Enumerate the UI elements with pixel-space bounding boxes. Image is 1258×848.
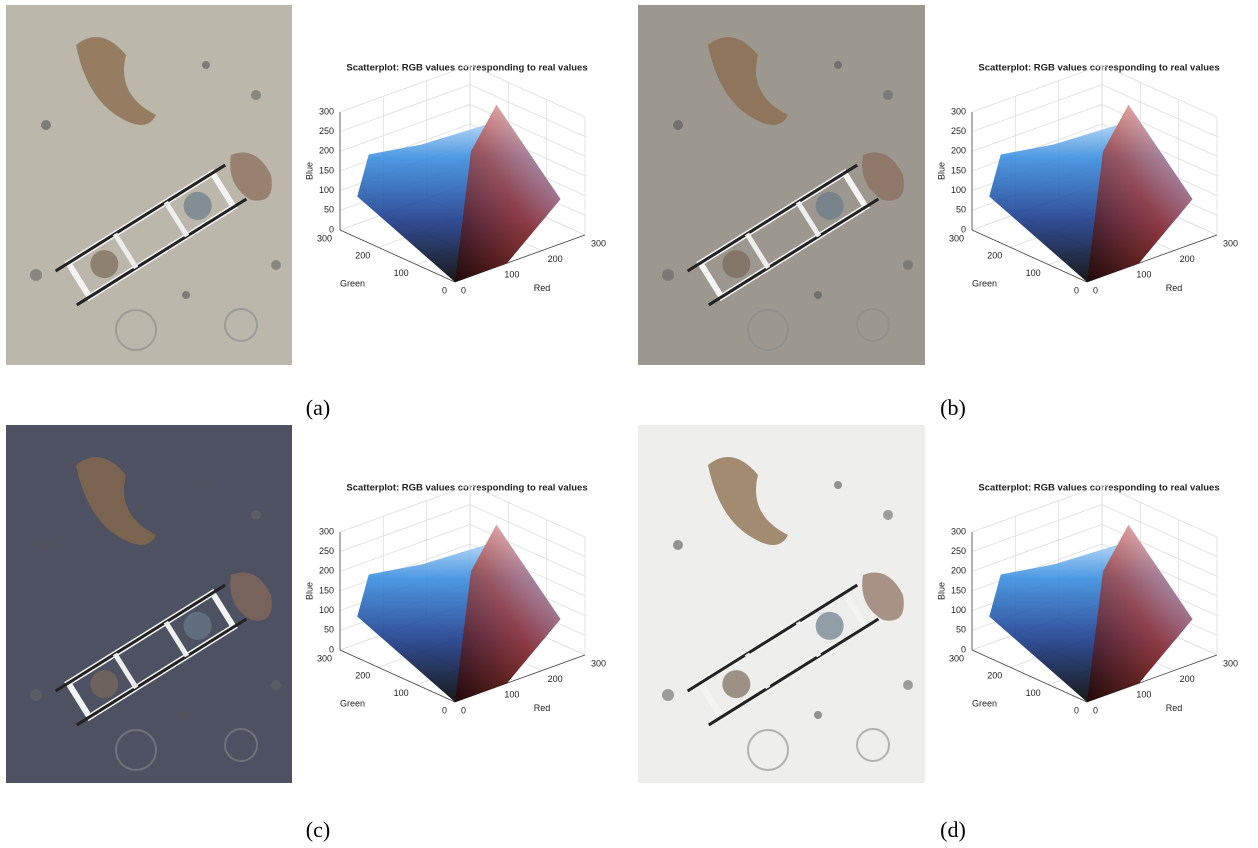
blue-tick-label: 0 (961, 644, 966, 654)
red-axis-label: Red (534, 703, 551, 713)
green-tick-label: 100 (1026, 268, 1041, 278)
blue-tick-label: 300 (951, 526, 966, 536)
red-tick-label: 100 (1136, 270, 1151, 280)
blue-tick-label: 150 (319, 585, 334, 595)
grid-line (972, 85, 1102, 132)
red-axis-label: Red (1166, 703, 1183, 713)
green-tick-label: 200 (987, 251, 1002, 261)
grid-line (340, 505, 470, 552)
blue-tick-label: 100 (319, 185, 334, 195)
red-tick-label: 200 (1180, 674, 1195, 684)
green-tick-label: 300 (949, 653, 964, 663)
panel-label: (a) (306, 395, 330, 420)
grid-line (972, 505, 1102, 552)
red-tick-label: 0 (461, 705, 466, 715)
blue-tick-label: 150 (951, 165, 966, 175)
blue-tick-label: 250 (951, 546, 966, 556)
micrograph-a (6, 5, 292, 365)
green-tick-label: 200 (355, 251, 370, 261)
blue-tick-label: 0 (961, 224, 966, 234)
green-axis-label: Green (972, 698, 997, 708)
green-axis-label: Green (972, 278, 997, 288)
scatter-plot: Scatterplot: RGB values corresponding to… (936, 63, 1238, 296)
red-tick-label: 300 (591, 658, 606, 668)
blue-tick-label: 200 (951, 566, 966, 576)
scatter-plot: Scatterplot: RGB values corresponding to… (936, 483, 1238, 716)
blue-tick-label: 250 (319, 546, 334, 556)
red-axis-label: Red (1166, 283, 1183, 293)
green-tick-label: 100 (1026, 688, 1041, 698)
micrograph-c (6, 425, 292, 783)
red-tick-label: 300 (591, 238, 606, 248)
blue-axis-label: Blue (936, 162, 946, 180)
red-tick-label: 200 (548, 254, 563, 264)
red-axis-label: Red (534, 283, 551, 293)
panel-label: (d) (940, 817, 966, 842)
micrograph-d (638, 425, 925, 783)
red-tick-label: 0 (1093, 285, 1098, 295)
green-axis-label: Green (340, 278, 365, 288)
grid-line (340, 85, 470, 132)
micrograph-b (638, 5, 925, 365)
green-tick-label: 100 (394, 688, 409, 698)
blue-tick-label: 50 (956, 625, 966, 635)
green-tick-label: 0 (442, 705, 447, 715)
blue-tick-label: 50 (324, 625, 334, 635)
blue-tick-label: 50 (324, 205, 334, 215)
red-tick-label: 300 (1223, 238, 1238, 248)
green-axis-label: Green (340, 698, 365, 708)
blue-tick-label: 150 (951, 585, 966, 595)
green-tick-label: 300 (317, 653, 332, 663)
blue-tick-label: 300 (319, 106, 334, 116)
blue-tick-label: 0 (329, 644, 334, 654)
plot-title: Scatterplot: RGB values corresponding to… (346, 63, 587, 74)
figure: Scatterplot: RGB values corresponding to… (0, 0, 1258, 848)
plot-title: Scatterplot: RGB values corresponding to… (978, 63, 1219, 74)
blue-tick-label: 100 (951, 605, 966, 615)
blue-axis-label: Blue (304, 582, 314, 600)
red-tick-label: 300 (1223, 658, 1238, 668)
red-tick-label: 100 (504, 270, 519, 280)
blue-tick-label: 300 (319, 526, 334, 536)
scatter-plot: Scatterplot: RGB values corresponding to… (304, 63, 606, 296)
blue-axis-label: Blue (304, 162, 314, 180)
green-tick-label: 300 (949, 233, 964, 243)
blue-tick-label: 100 (319, 605, 334, 615)
blue-tick-label: 200 (319, 146, 334, 156)
green-tick-label: 100 (394, 268, 409, 278)
red-tick-label: 0 (1093, 705, 1098, 715)
green-tick-label: 0 (1074, 285, 1079, 295)
green-tick-label: 300 (317, 233, 332, 243)
blue-tick-label: 200 (319, 566, 334, 576)
blue-tick-label: 200 (951, 146, 966, 156)
red-tick-label: 200 (1180, 254, 1195, 264)
green-tick-label: 200 (355, 671, 370, 681)
plot-title: Scatterplot: RGB values corresponding to… (346, 483, 587, 494)
red-tick-label: 0 (461, 285, 466, 295)
blue-tick-label: 250 (319, 126, 334, 136)
red-tick-label: 200 (548, 674, 563, 684)
blue-tick-label: 0 (329, 224, 334, 234)
blue-tick-label: 150 (319, 165, 334, 175)
blue-tick-label: 50 (956, 205, 966, 215)
blue-tick-label: 100 (951, 185, 966, 195)
panel-label: (b) (940, 395, 966, 420)
green-tick-label: 200 (987, 671, 1002, 681)
plot-title: Scatterplot: RGB values corresponding to… (978, 483, 1219, 494)
green-tick-label: 0 (442, 285, 447, 295)
red-tick-label: 100 (1136, 690, 1151, 700)
red-tick-label: 100 (504, 690, 519, 700)
blue-tick-label: 250 (951, 126, 966, 136)
scatter-plot: Scatterplot: RGB values corresponding to… (304, 483, 606, 716)
green-tick-label: 0 (1074, 705, 1079, 715)
blue-axis-label: Blue (936, 582, 946, 600)
panel-label: (c) (306, 817, 330, 842)
blue-tick-label: 300 (951, 106, 966, 116)
